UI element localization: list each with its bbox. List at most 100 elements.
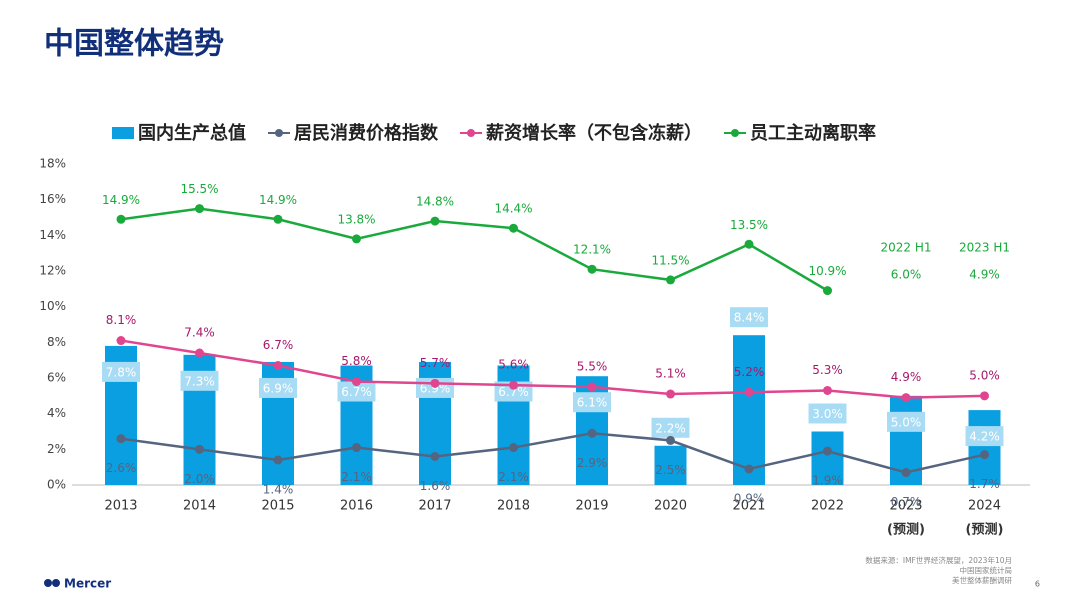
legend-swatch bbox=[112, 127, 134, 139]
line-marker bbox=[744, 239, 754, 249]
bar-value-label: 7.8% bbox=[106, 365, 137, 379]
line-marker bbox=[666, 435, 675, 445]
bar-value-label: 6.1% bbox=[577, 396, 608, 410]
bar-label-box bbox=[730, 307, 768, 328]
y-tick-label: 4% bbox=[47, 406, 66, 420]
x-tick-label: 2016 bbox=[340, 499, 373, 514]
annotation-period: 2023 H1 bbox=[959, 241, 1010, 255]
bar-value-label: 6.7% bbox=[498, 385, 529, 399]
y-tick-label: 2% bbox=[47, 442, 66, 456]
x-tick-label: 2017 bbox=[418, 499, 451, 514]
slide-title: 中国整体趋势 bbox=[44, 27, 224, 62]
x-tick-label: 2020 bbox=[654, 499, 687, 514]
line-value-label: 1.6% bbox=[420, 479, 451, 493]
line-marker bbox=[587, 382, 597, 392]
line-marker bbox=[116, 214, 126, 224]
line-value-label: 7.4% bbox=[184, 326, 215, 340]
bar-value-label: 4.2% bbox=[969, 430, 1000, 444]
y-tick-label: 16% bbox=[39, 192, 66, 206]
line-marker bbox=[430, 378, 440, 388]
y-tick-label: 8% bbox=[47, 335, 66, 349]
line-marker bbox=[666, 389, 675, 399]
bar bbox=[968, 410, 1001, 485]
x-tick-label: 2023 bbox=[889, 499, 922, 514]
line-marker bbox=[901, 393, 911, 403]
line-value-label: 14.9% bbox=[259, 193, 297, 207]
y-tick-label: 10% bbox=[39, 299, 66, 313]
line-value-label: 5.1% bbox=[655, 367, 686, 381]
line-value-label: 2.0% bbox=[184, 472, 215, 486]
line-value-label: 5.7% bbox=[420, 356, 451, 370]
line-value-label: 1.7% bbox=[969, 477, 1000, 491]
bar-value-label: 6.7% bbox=[341, 385, 372, 399]
x-tick-label: 2019 bbox=[575, 499, 608, 514]
bar bbox=[811, 431, 844, 485]
line-marker bbox=[273, 361, 283, 371]
line-value-label: 11.5% bbox=[651, 253, 689, 267]
bar-label-box bbox=[337, 381, 376, 402]
line-marker bbox=[823, 385, 832, 395]
line-marker bbox=[744, 387, 754, 397]
x-tick-label: 2022 bbox=[811, 499, 844, 514]
line-value-label: 10.9% bbox=[808, 264, 846, 278]
line-marker bbox=[430, 451, 440, 461]
bar-label-box bbox=[259, 377, 297, 398]
line-value-label: 6.7% bbox=[263, 338, 294, 352]
bar-label-box bbox=[887, 411, 925, 432]
line-marker bbox=[430, 216, 440, 226]
line-value-label: 2.6% bbox=[106, 461, 137, 475]
line-value-label: 2.9% bbox=[577, 456, 608, 470]
legend-label: 居民消费价格指数 bbox=[294, 122, 439, 144]
line-value-label: 2.1% bbox=[341, 470, 372, 484]
line-value-label: 12.1% bbox=[573, 243, 611, 257]
line-marker bbox=[116, 434, 126, 444]
source-note: 数据来源：IMF世界经济展望，2023年10月 bbox=[865, 555, 1012, 565]
line-marker bbox=[980, 450, 989, 460]
legend-marker bbox=[731, 129, 739, 137]
x-tick-label: 2014 bbox=[183, 499, 216, 514]
logo-dot bbox=[44, 579, 52, 587]
line-value-label: 0.7% bbox=[891, 495, 922, 509]
legend-label: 国内生产总值 bbox=[138, 122, 246, 144]
line bbox=[120, 432, 985, 474]
bar-value-label: 8.4% bbox=[734, 311, 765, 325]
bar-value-label: 6.9% bbox=[263, 381, 294, 395]
line-value-label: 1.4% bbox=[263, 483, 294, 497]
x-tick-label: 2018 bbox=[497, 499, 530, 514]
y-tick-label: 12% bbox=[39, 264, 66, 278]
legend-label: 员工主动离职率 bbox=[750, 122, 876, 144]
line-value-label: 5.8% bbox=[341, 354, 372, 368]
line-marker bbox=[273, 455, 283, 465]
line-marker bbox=[352, 234, 361, 244]
line-value-label: 14.9% bbox=[102, 193, 140, 207]
line bbox=[120, 339, 985, 399]
line-value-label: 5.2% bbox=[734, 365, 765, 379]
bar-label-box bbox=[808, 403, 847, 424]
line-value-label: 2.1% bbox=[498, 470, 529, 484]
line-marker bbox=[587, 264, 597, 274]
bar-label-box bbox=[965, 426, 1004, 447]
legend-marker bbox=[467, 129, 475, 137]
line-value-label: 15.5% bbox=[180, 182, 218, 196]
line-marker bbox=[195, 444, 204, 454]
bar-value-label: 6.9% bbox=[420, 381, 451, 395]
x-tick-sublabel: (预测) bbox=[887, 522, 925, 538]
line-value-label: 14.4% bbox=[494, 202, 532, 216]
line-marker bbox=[980, 391, 989, 401]
line-value-label: 2.5% bbox=[655, 463, 686, 477]
line-marker bbox=[352, 443, 361, 453]
bar bbox=[733, 335, 765, 485]
bar-value-label: 3.0% bbox=[812, 407, 843, 421]
y-tick-label: 18% bbox=[39, 157, 66, 171]
x-tick-sublabel: (预测) bbox=[966, 522, 1004, 538]
source-note: 中国国家统计局 bbox=[960, 565, 1013, 575]
bar-value-label: 2.2% bbox=[655, 421, 686, 435]
bar-label-box bbox=[180, 370, 219, 391]
line-marker bbox=[666, 275, 675, 285]
line-value-label: 13.8% bbox=[337, 212, 375, 226]
bar-value-label: 7.3% bbox=[184, 374, 215, 388]
logo: Mercer bbox=[44, 577, 111, 591]
annotation-rate: 4.9% bbox=[969, 268, 1000, 282]
line-marker bbox=[823, 446, 832, 456]
